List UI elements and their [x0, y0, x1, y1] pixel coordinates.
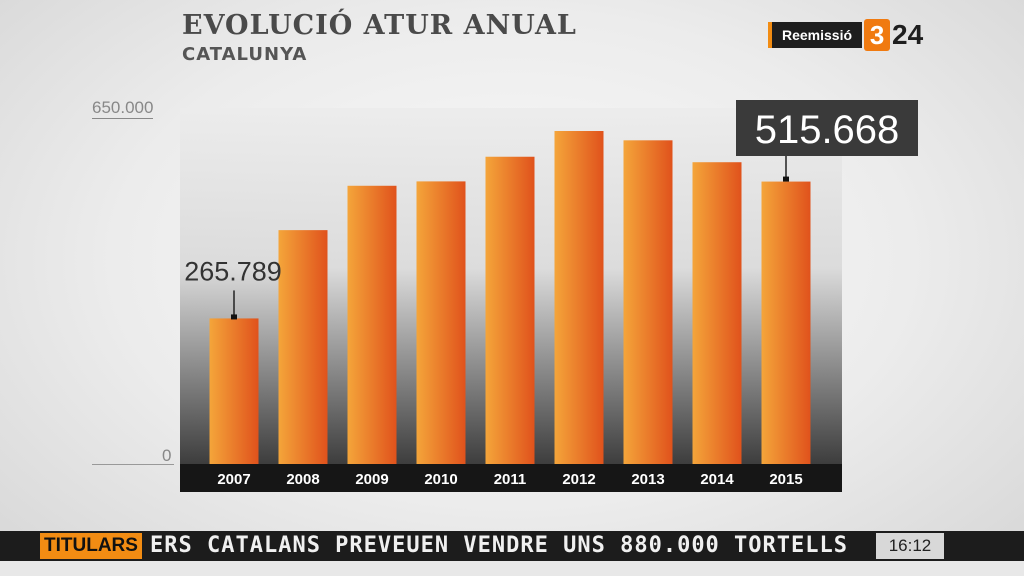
channel-brand: Reemissió 3 24: [768, 19, 923, 51]
y-zero-line: [92, 464, 174, 465]
callout-marker: [231, 314, 237, 320]
chart-subtitle: CATALUNYA: [182, 44, 308, 65]
bar-2009: [347, 185, 397, 464]
y-tick-zero: 0: [162, 446, 172, 465]
x-tick-label: 2011: [494, 471, 527, 488]
x-tick-label: 2014: [700, 471, 734, 488]
bar-2008: [278, 230, 328, 464]
bar-2011: [485, 156, 535, 464]
x-tick-label: 2007: [217, 471, 250, 488]
x-tick-label: 2010: [424, 471, 457, 488]
x-tick-label: 2008: [286, 471, 319, 488]
bar-2012: [554, 131, 604, 464]
y-tick-max: 650.000: [92, 98, 154, 119]
x-tick-label: 2012: [562, 471, 595, 488]
x-axis-band: [180, 464, 842, 492]
rerun-label: Reemissió: [768, 22, 863, 48]
bar-2015: [761, 181, 811, 464]
x-tick-label: 2009: [355, 471, 388, 488]
callout-marker: [783, 176, 789, 182]
data-label: 265.789: [184, 256, 282, 286]
ticker-headline: ERS CATALANS PREVEUEN VENDRE UNS 880.000…: [150, 533, 849, 558]
bar-2007: [209, 318, 259, 464]
callout-box: [736, 100, 918, 156]
x-tick-label: 2013: [631, 471, 664, 488]
bar-2013: [623, 140, 673, 464]
bottom-strip: [0, 561, 1024, 576]
logo-prefix: 3: [864, 19, 891, 51]
x-tick-label: 2015: [769, 471, 802, 488]
news-ticker: [0, 531, 1024, 561]
ticker-tag: TITULARS: [40, 533, 142, 559]
chart-title: EVOLUCIÓ ATUR ANUAL: [182, 10, 577, 41]
data-label: 515.668: [755, 108, 900, 152]
bar-2014: [692, 162, 742, 464]
bar-2010: [416, 181, 466, 465]
ticker-clock: 16:12: [876, 533, 944, 559]
channel-logo: 3 24: [864, 19, 923, 51]
logo-suffix: 24: [892, 19, 924, 50]
